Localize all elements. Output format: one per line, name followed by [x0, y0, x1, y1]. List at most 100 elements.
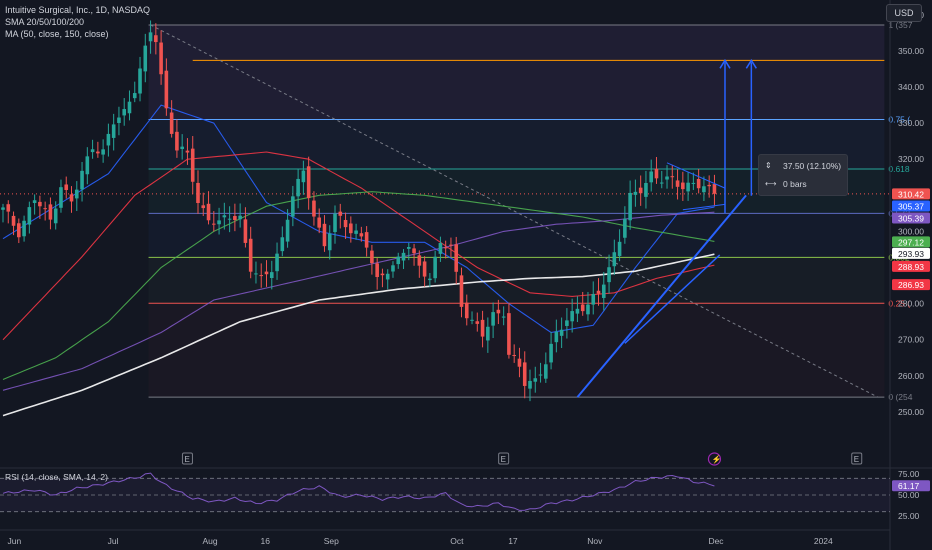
candle-body	[175, 131, 179, 151]
candle-body	[11, 215, 16, 226]
range-icon: ⇕	[765, 161, 772, 170]
candle-body	[48, 204, 53, 220]
candle-body	[301, 170, 306, 183]
sma-legend[interactable]: SMA 20/50/100/200	[5, 17, 85, 27]
candle-body	[491, 312, 495, 326]
candle-body	[659, 182, 664, 184]
time-tick-label: Aug	[203, 536, 218, 546]
candle-body	[385, 273, 390, 280]
candle-body	[264, 271, 269, 275]
price-tick-label: 250.00	[898, 407, 924, 417]
fib-level-label: 0.75 (	[888, 115, 910, 125]
time-tick-label: 16	[261, 536, 271, 546]
candle-body	[454, 244, 459, 272]
candle-body	[117, 117, 121, 123]
earnings-icon-glyph: E	[854, 455, 859, 464]
candle-body	[17, 223, 21, 238]
fib-level-label: 0.25 (	[888, 298, 910, 308]
candle-body	[154, 35, 158, 43]
earnings-icon[interactable]	[181, 452, 193, 465]
ma-line	[2, 151, 715, 341]
candle-body	[702, 186, 706, 193]
price-label-text: 288.93	[898, 262, 924, 272]
candle-body	[27, 207, 32, 225]
candle-body	[654, 168, 659, 179]
fib-zone	[148, 213, 885, 258]
price-tick-label: 260.00	[898, 371, 924, 381]
candle-body	[85, 156, 90, 175]
candle-body	[169, 112, 174, 134]
candle-body	[670, 176, 675, 178]
support-line[interactable]	[624, 254, 721, 344]
currency-button[interactable]: USD	[886, 4, 922, 22]
candle-body	[64, 184, 69, 191]
candle-body	[248, 238, 253, 272]
dividend-icon[interactable]	[707, 452, 722, 466]
candle-body	[528, 380, 532, 389]
candle-body	[370, 250, 374, 264]
candle-body	[364, 232, 369, 248]
candle-body	[280, 237, 285, 252]
price-label-text: 297.12	[898, 237, 924, 247]
candle-body	[712, 184, 717, 194]
price-label-badge	[892, 188, 930, 200]
candle-body	[185, 150, 190, 153]
wedge-upper-line[interactable]	[666, 162, 726, 189]
candle-body	[190, 148, 195, 182]
price-tick-label: 330.00	[898, 118, 924, 128]
candle-body	[22, 220, 26, 237]
candle-body	[327, 233, 332, 251]
uptrend-line[interactable]	[576, 194, 747, 398]
candle-body	[628, 192, 632, 221]
candle-body	[354, 230, 358, 234]
candle-body	[470, 319, 474, 321]
fib-level-label: 0.618	[888, 164, 910, 174]
time-tick-label: Dec	[708, 536, 724, 546]
candle-body	[638, 187, 643, 194]
candle-body	[43, 208, 47, 210]
candle-body	[601, 284, 606, 298]
candle-body	[570, 311, 574, 322]
price-tick-label: 320.00	[898, 154, 924, 164]
candle-body	[254, 273, 258, 275]
rsi-tick-label: 75.00	[898, 469, 920, 479]
candle-body	[417, 255, 422, 266]
candle-body	[480, 319, 485, 337]
price-tick-label: 270.00	[898, 335, 924, 345]
target-arrow-head	[719, 58, 731, 69]
candle-body	[422, 261, 427, 277]
candle-body	[507, 313, 511, 355]
candle-body	[74, 189, 79, 199]
time-tick-label: 2024	[814, 536, 833, 546]
ma-line	[2, 191, 715, 381]
fib-level-label: 0 (254	[888, 392, 912, 402]
candle-body	[565, 320, 569, 326]
wedge-lower-line[interactable]	[682, 203, 726, 211]
candle-body	[538, 374, 543, 376]
candle-body	[496, 309, 501, 314]
candle-body	[644, 182, 648, 197]
candle-body	[222, 215, 227, 218]
candle-body	[306, 166, 311, 199]
ma-legend[interactable]: MA (50, close, 150, close)	[5, 29, 109, 39]
candle-body	[475, 321, 480, 324]
candle-body	[291, 196, 295, 217]
rsi-value-text: 61.17	[898, 481, 920, 491]
candle-body	[317, 217, 321, 228]
candle-body	[32, 200, 37, 204]
earnings-icon[interactable]	[498, 452, 510, 465]
candle-body	[196, 182, 200, 204]
candle-body	[1, 207, 5, 210]
candle-body	[591, 294, 596, 305]
time-tick-label: Sep	[324, 536, 339, 546]
rsi-tick-label: 25.00	[898, 511, 920, 521]
earnings-icon[interactable]	[851, 452, 863, 465]
candle-body	[617, 241, 622, 257]
candle-body	[217, 220, 221, 225]
candle-body	[549, 343, 553, 363]
candle-body	[159, 42, 163, 75]
candle-body	[596, 290, 601, 294]
dividend-icon-glyph: ⚡	[711, 454, 721, 464]
